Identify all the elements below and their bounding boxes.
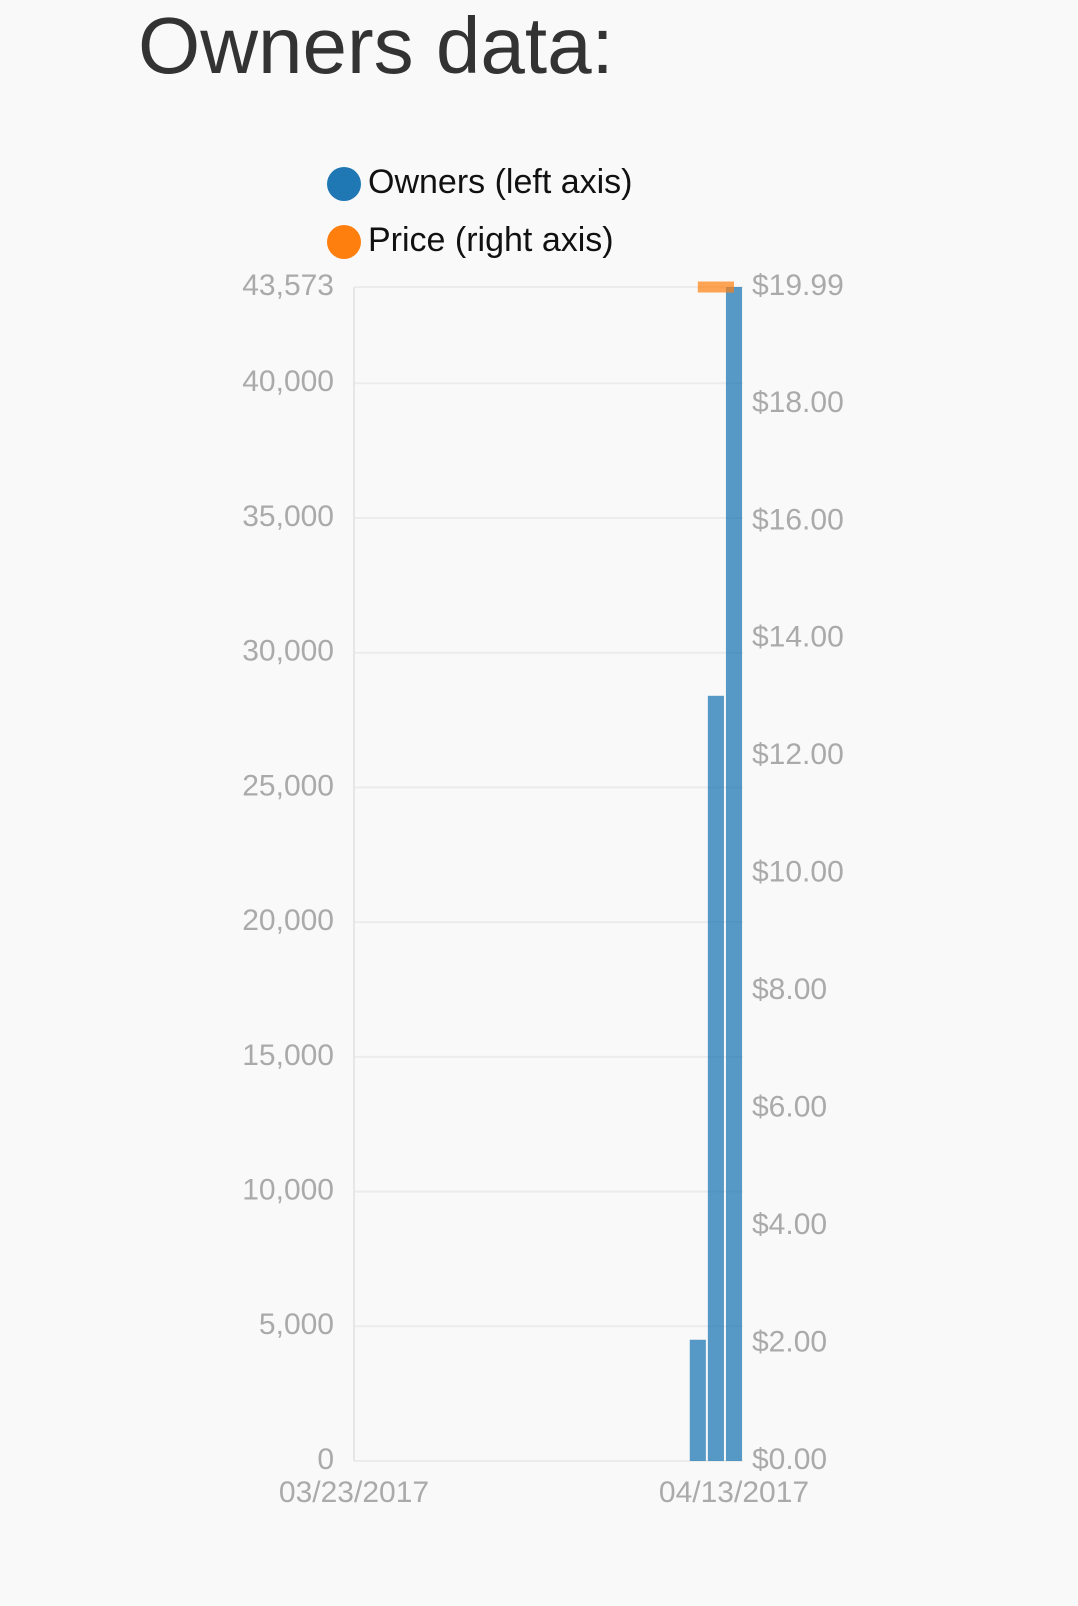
- bar: [725, 287, 743, 1461]
- chart-title: Owners data:: [138, 1, 614, 90]
- y-tick-label: 15,000: [242, 1039, 334, 1072]
- y2-tick-label: $14.00: [752, 621, 844, 654]
- y-tick-label: 40,000: [242, 365, 334, 398]
- y-tick-label: 0: [317, 1443, 334, 1476]
- y-tick-label: 5,000: [259, 1308, 334, 1341]
- legend-label: Price (right axis): [368, 221, 614, 259]
- y-tick-label: 10,000: [242, 1173, 334, 1206]
- y2-tick-label: $19.99: [752, 269, 844, 302]
- y-tick-label: 43,573: [242, 269, 334, 302]
- legend-marker: [327, 167, 361, 201]
- legend-label: Owners (left axis): [368, 163, 633, 201]
- bar: [689, 1339, 706, 1461]
- x-tick-label: 03/23/2017: [279, 1476, 429, 1509]
- y2-tick-label: $16.00: [752, 503, 844, 536]
- y-tick-label: 30,000: [242, 635, 334, 668]
- x-tick-label: 04/13/2017: [659, 1476, 809, 1509]
- y-tick-label: 35,000: [242, 500, 334, 533]
- y2-tick-label: $18.00: [752, 386, 844, 419]
- y2-tick-label: $10.00: [752, 856, 844, 889]
- y-tick-label: 25,000: [242, 769, 334, 802]
- y2-tick-label: $4.00: [752, 1208, 827, 1241]
- y-tick-label: 20,000: [242, 904, 334, 937]
- y2-tick-label: $0.00: [752, 1443, 827, 1476]
- y2-tick-label: $2.00: [752, 1325, 827, 1358]
- legend-marker: [327, 225, 361, 259]
- y2-tick-label: $8.00: [752, 973, 827, 1006]
- y2-tick-label: $6.00: [752, 1091, 827, 1124]
- bar: [707, 695, 724, 1461]
- y2-tick-label: $12.00: [752, 738, 844, 771]
